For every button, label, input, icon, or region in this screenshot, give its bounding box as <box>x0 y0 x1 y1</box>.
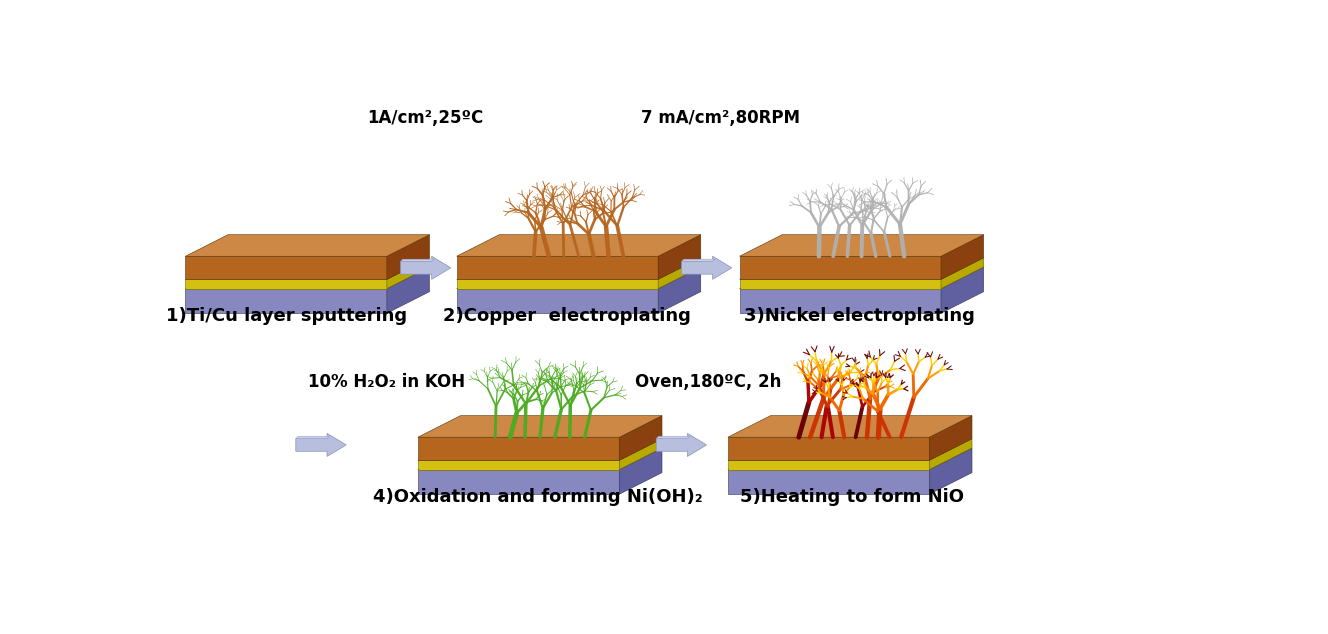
Polygon shape <box>418 460 619 470</box>
Polygon shape <box>296 436 329 439</box>
Polygon shape <box>186 258 429 280</box>
Polygon shape <box>619 439 661 470</box>
Polygon shape <box>728 460 930 470</box>
Polygon shape <box>401 256 450 280</box>
Polygon shape <box>659 258 701 288</box>
Polygon shape <box>740 256 942 280</box>
Polygon shape <box>942 267 984 313</box>
Text: 5)Heating to form NiO: 5)Heating to form NiO <box>740 488 964 507</box>
Polygon shape <box>457 288 659 313</box>
Polygon shape <box>728 439 972 460</box>
Polygon shape <box>740 235 984 256</box>
Polygon shape <box>186 280 386 288</box>
Polygon shape <box>186 288 386 313</box>
Polygon shape <box>418 470 619 494</box>
Polygon shape <box>681 256 732 280</box>
Polygon shape <box>656 434 706 456</box>
Polygon shape <box>418 448 661 470</box>
Polygon shape <box>656 436 689 439</box>
Polygon shape <box>418 439 661 460</box>
Polygon shape <box>740 280 942 288</box>
Polygon shape <box>740 288 942 313</box>
Polygon shape <box>457 256 659 280</box>
Polygon shape <box>659 235 701 280</box>
Polygon shape <box>186 267 429 288</box>
Text: 4)Oxidation and forming Ni(OH)₂: 4)Oxidation and forming Ni(OH)₂ <box>373 488 703 507</box>
Polygon shape <box>619 416 661 460</box>
Polygon shape <box>942 258 984 288</box>
Text: 2)Copper  electroplating: 2)Copper electroplating <box>442 307 691 325</box>
Polygon shape <box>186 235 429 256</box>
Polygon shape <box>296 434 347 456</box>
Polygon shape <box>728 448 972 470</box>
Polygon shape <box>457 235 701 256</box>
Polygon shape <box>457 267 701 288</box>
Polygon shape <box>930 416 972 460</box>
Polygon shape <box>740 258 984 280</box>
Polygon shape <box>728 470 930 494</box>
Text: 10% H₂O₂ in KOH: 10% H₂O₂ in KOH <box>308 373 465 391</box>
Polygon shape <box>681 259 714 261</box>
Polygon shape <box>942 235 984 280</box>
Text: Oven,180ºC, 2h: Oven,180ºC, 2h <box>635 373 782 391</box>
Text: 7 mA/cm²,80RPM: 7 mA/cm²,80RPM <box>640 108 799 127</box>
Polygon shape <box>457 258 701 280</box>
Polygon shape <box>930 439 972 470</box>
Polygon shape <box>930 448 972 494</box>
Polygon shape <box>659 267 701 313</box>
Polygon shape <box>418 416 661 437</box>
Text: 3)Nickel electroplating: 3)Nickel electroplating <box>744 307 975 325</box>
Polygon shape <box>386 267 429 313</box>
Polygon shape <box>186 256 386 280</box>
Polygon shape <box>728 416 972 437</box>
Polygon shape <box>386 235 429 280</box>
Polygon shape <box>401 259 434 261</box>
Polygon shape <box>619 448 661 494</box>
Polygon shape <box>386 258 429 288</box>
Text: 1)Ti/Cu layer sputtering: 1)Ti/Cu layer sputtering <box>166 307 406 325</box>
Text: 1A/cm²,25ºC: 1A/cm²,25ºC <box>368 108 483 127</box>
Polygon shape <box>740 267 984 288</box>
Polygon shape <box>457 280 659 288</box>
Polygon shape <box>418 437 619 460</box>
Polygon shape <box>728 437 930 460</box>
